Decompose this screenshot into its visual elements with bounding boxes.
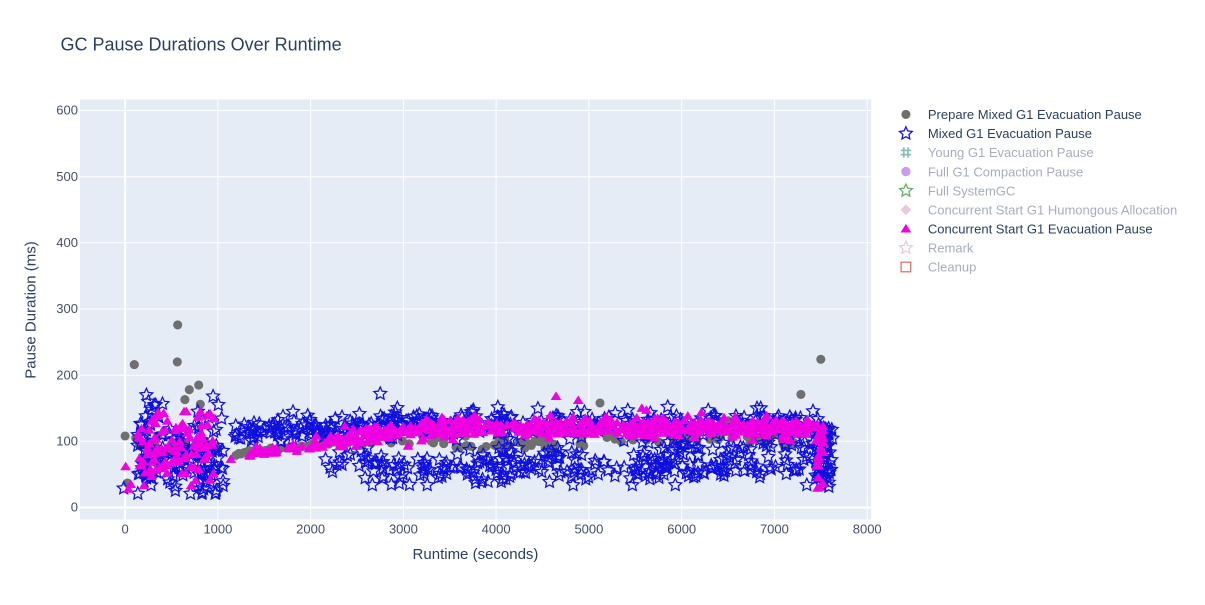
- svg-text:Concurrent Start G1 Humongous: Concurrent Start G1 Humongous Allocation: [928, 202, 1177, 217]
- svg-text:Remark: Remark: [928, 241, 974, 256]
- svg-text:4000: 4000: [482, 521, 511, 536]
- svg-text:Prepare Mixed G1 Evacuation Pa: Prepare Mixed G1 Evacuation Pause: [928, 107, 1142, 122]
- svg-text:200: 200: [56, 367, 78, 382]
- svg-text:6000: 6000: [667, 521, 696, 536]
- svg-text:Cleanup: Cleanup: [928, 260, 976, 275]
- svg-text:3000: 3000: [389, 521, 418, 536]
- svg-text:Mixed G1 Evacuation Pause: Mixed G1 Evacuation Pause: [928, 126, 1092, 141]
- svg-text:300: 300: [56, 301, 78, 316]
- svg-text:5000: 5000: [574, 521, 603, 536]
- svg-text:100: 100: [56, 434, 78, 449]
- svg-text:7000: 7000: [760, 521, 789, 536]
- svg-text:8000: 8000: [853, 521, 882, 536]
- svg-text:GC Pause Durations Over Runtim: GC Pause Durations Over Runtime: [61, 35, 342, 55]
- svg-text:0: 0: [121, 521, 128, 536]
- svg-text:1000: 1000: [203, 521, 232, 536]
- svg-text:2000: 2000: [296, 521, 325, 536]
- svg-text:Concurrent Start G1 Evacuation: Concurrent Start G1 Evacuation Pause: [928, 222, 1153, 237]
- svg-text:Young G1 Evacuation Pause: Young G1 Evacuation Pause: [928, 145, 1094, 160]
- svg-text:Full SystemGC: Full SystemGC: [928, 183, 1015, 198]
- svg-text:400: 400: [56, 235, 78, 250]
- svg-text:Pause Duration (ms): Pause Duration (ms): [23, 241, 40, 379]
- svg-text:Runtime (seconds): Runtime (seconds): [413, 546, 539, 563]
- svg-text:0: 0: [71, 500, 78, 515]
- svg-text:Full G1 Compaction Pause: Full G1 Compaction Pause: [928, 164, 1083, 179]
- svg-text:500: 500: [56, 169, 78, 184]
- svg-text:600: 600: [56, 103, 78, 118]
